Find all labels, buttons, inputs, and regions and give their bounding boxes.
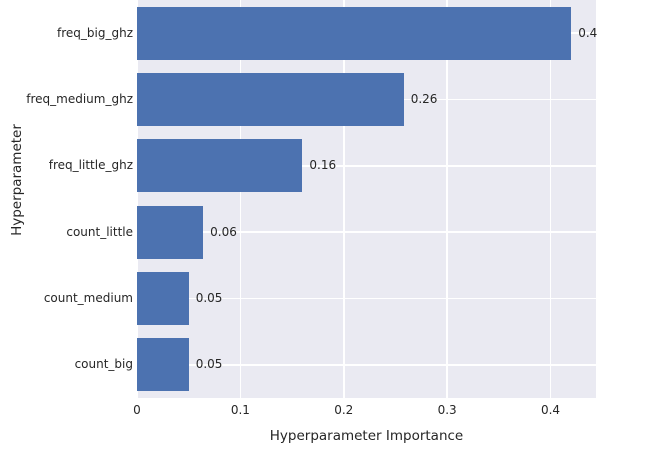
ytick-label-freq_big_ghz: freq_big_ghz [57, 25, 133, 40]
plot-area: 0.4 0.26 0.16 0.06 0.05 0.05 [136, 0, 598, 398]
bar-value-label: 0.26 [410, 92, 438, 106]
bar-count_big [137, 338, 189, 392]
y-gridline [137, 231, 596, 233]
x-gridline [343, 0, 345, 398]
ytick-label-freq_little_ghz: freq_little_ghz [48, 158, 133, 173]
xtick-label: 0.4 [540, 403, 561, 417]
xtick-label: 0 [133, 403, 141, 417]
bar-freq_big_ghz [137, 6, 572, 60]
x-gridline [239, 0, 242, 398]
x-gridline [446, 0, 448, 398]
ytick-label-count_little: count_little [66, 224, 133, 239]
ytick-label-count_big: count_big [74, 357, 133, 372]
ytick-label-count_medium: count_medium [43, 291, 133, 305]
bar-value-label: 0.06 [210, 224, 237, 239]
y-gridline [137, 165, 596, 167]
bar-count_little [137, 205, 204, 259]
x-gridline [549, 0, 552, 398]
bar-value-label: 0.16 [309, 158, 337, 173]
bar-value-label: 0.05 [195, 357, 223, 372]
x-gridline [136, 0, 138, 398]
ytick-label-freq_medium_ghz: freq_medium_ghz [26, 92, 133, 106]
xtick-label: 0.3 [437, 403, 457, 417]
xtick-label: 0.2 [334, 403, 354, 417]
bar-freq_little_ghz [137, 139, 303, 193]
x-axis-title: Hyperparameter Importance [269, 428, 464, 444]
xtick-label: 0.1 [230, 403, 250, 417]
bar-count_medium [137, 272, 189, 325]
bar-value-label: 0.05 [195, 291, 223, 305]
bar-freq_medium_ghz [137, 73, 404, 126]
bar-value-label: 0.4 [578, 25, 598, 40]
y-gridline [137, 297, 596, 300]
y-gridline [137, 364, 596, 366]
